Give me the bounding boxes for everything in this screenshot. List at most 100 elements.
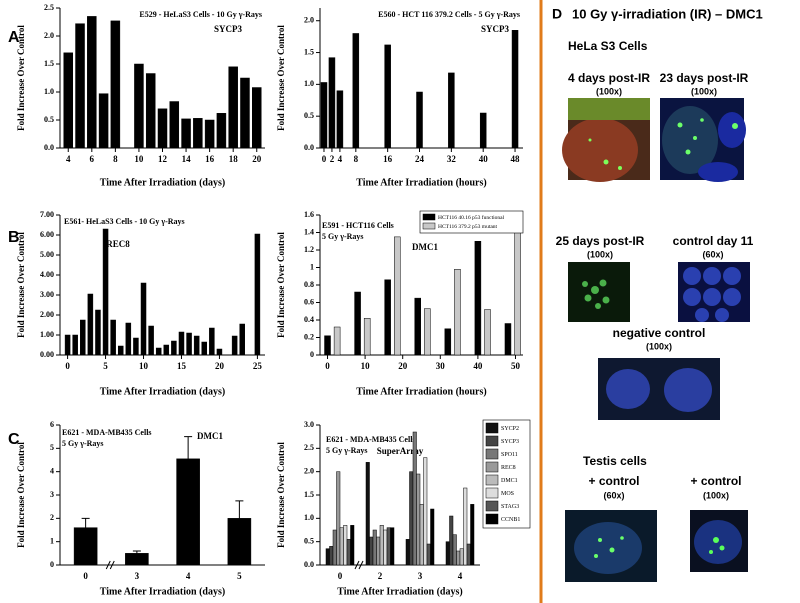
bar — [239, 323, 245, 356]
x-tick-label: 16 — [205, 154, 215, 164]
micrograph — [678, 262, 750, 322]
y-tick-label: 5 — [50, 443, 54, 452]
panel-letter: B — [8, 229, 20, 246]
x-tick-label: 20 — [215, 361, 225, 371]
y-tick-label: 1.00 — [40, 330, 54, 339]
y-tick-label: 0.00 — [40, 350, 54, 359]
legend-label: DMC1 — [501, 478, 518, 484]
x-tick-label: 4 — [186, 571, 191, 581]
image-magnification: (100x) — [703, 490, 729, 500]
bar — [412, 431, 417, 566]
error-bar — [132, 550, 141, 554]
bar — [178, 331, 185, 356]
y-tick-label: 2.0 — [44, 31, 54, 40]
legend-label: HCT116 40.16 p53 functional — [438, 214, 505, 221]
x-axis-label: Time After Irradiation (days) — [100, 177, 225, 188]
legend-label: REC8 — [501, 465, 516, 471]
bar — [75, 23, 85, 149]
x-tick-label: 0 — [338, 571, 343, 581]
image-caption: 23 days post-IR — [660, 71, 749, 85]
bar — [343, 525, 348, 566]
x-tick-label: 4 — [458, 571, 463, 581]
y-tick-label: 1 — [310, 262, 314, 271]
bar — [110, 20, 121, 149]
y-tick-label: 0 — [310, 350, 314, 359]
error-bar — [81, 517, 90, 528]
legend-label: SYCP2 — [501, 426, 519, 432]
bar — [445, 541, 450, 566]
y-tick-label: 0.5 — [304, 536, 314, 545]
y-tick-label: 6.00 — [40, 230, 54, 239]
x-tick-label: 30 — [436, 361, 446, 371]
bar — [448, 72, 455, 149]
x-tick-label: 18 — [229, 154, 239, 164]
bar — [228, 66, 238, 149]
chart-title: E621 - MDA-MB435 Cells — [62, 428, 152, 437]
micrograph — [690, 510, 748, 572]
micrograph — [660, 98, 746, 182]
image-caption: + control — [690, 474, 741, 488]
y-tick-label: 1.5 — [304, 490, 314, 499]
bar — [87, 16, 97, 149]
bar — [456, 550, 461, 566]
annotation: DMC1 — [412, 242, 438, 252]
image-caption: 4 days post-IR — [568, 71, 650, 85]
x-tick-label: 48 — [511, 154, 521, 164]
legend-swatch — [485, 513, 499, 525]
x-tick-label: 50 — [511, 361, 521, 371]
y-tick-label: 4.00 — [40, 270, 54, 279]
bar — [369, 536, 374, 566]
panel-letter: A — [8, 29, 20, 46]
chart-title: E560 - HCT 116 379.2 Cells - 5 Gy γ-Rays — [378, 10, 520, 19]
chart-title: E621 - MDA-MB435 Cells — [326, 435, 416, 444]
bar — [324, 335, 331, 356]
bar — [474, 241, 482, 356]
bar — [231, 335, 238, 356]
x-tick-label: 40 — [473, 361, 483, 371]
bar — [386, 527, 391, 566]
error-bar — [235, 500, 244, 519]
y-axis-label: Fold Increase Over Control — [276, 25, 286, 131]
y-axis-label: Fold Increase Over Control — [276, 442, 286, 548]
bar — [125, 322, 132, 356]
bar — [163, 344, 170, 356]
annotation: SYCP3 — [214, 24, 243, 34]
legend-swatch — [485, 474, 499, 486]
image-magnification: (100x) — [587, 249, 613, 259]
bar — [148, 325, 154, 356]
x-tick-label: 4 — [66, 154, 71, 164]
bar — [157, 108, 168, 149]
y-tick-label: 1 — [50, 536, 54, 545]
x-tick-label: 0 — [83, 571, 88, 581]
bar — [426, 543, 431, 566]
bar — [209, 327, 215, 356]
bar — [511, 30, 519, 149]
x-tick-label: 3 — [135, 571, 140, 581]
bar — [201, 341, 208, 356]
bar — [339, 527, 344, 566]
y-tick-label: 0 — [50, 560, 54, 569]
bar — [354, 291, 361, 356]
image-magnification: (100x) — [646, 341, 672, 351]
image-magnification: (100x) — [691, 86, 717, 96]
chart: 0 1 2 3 4 5 6 0 3 4 5 Time After Irradiation (days)… — [16, 420, 265, 597]
y-axis-label: Fold Increase Over Control — [16, 442, 26, 548]
bar — [110, 319, 116, 356]
x-tick-label: 14 — [182, 154, 192, 164]
legend-swatch — [485, 448, 499, 460]
y-tick-label: 1.5 — [304, 47, 314, 56]
panel-letter: C — [8, 431, 20, 448]
bar — [117, 345, 124, 356]
bar — [479, 112, 487, 149]
bar — [186, 332, 192, 356]
bar — [216, 348, 223, 356]
bar — [193, 335, 200, 356]
x-tick-label: 8 — [113, 154, 118, 164]
bar — [416, 91, 423, 149]
bar — [73, 527, 98, 566]
x-tick-label: 5 — [103, 361, 108, 371]
y-tick-label: 6 — [50, 420, 54, 429]
x-axis-label: Time After Irradiation (hours) — [356, 177, 486, 188]
bar — [333, 326, 341, 356]
axis-break — [354, 560, 364, 570]
